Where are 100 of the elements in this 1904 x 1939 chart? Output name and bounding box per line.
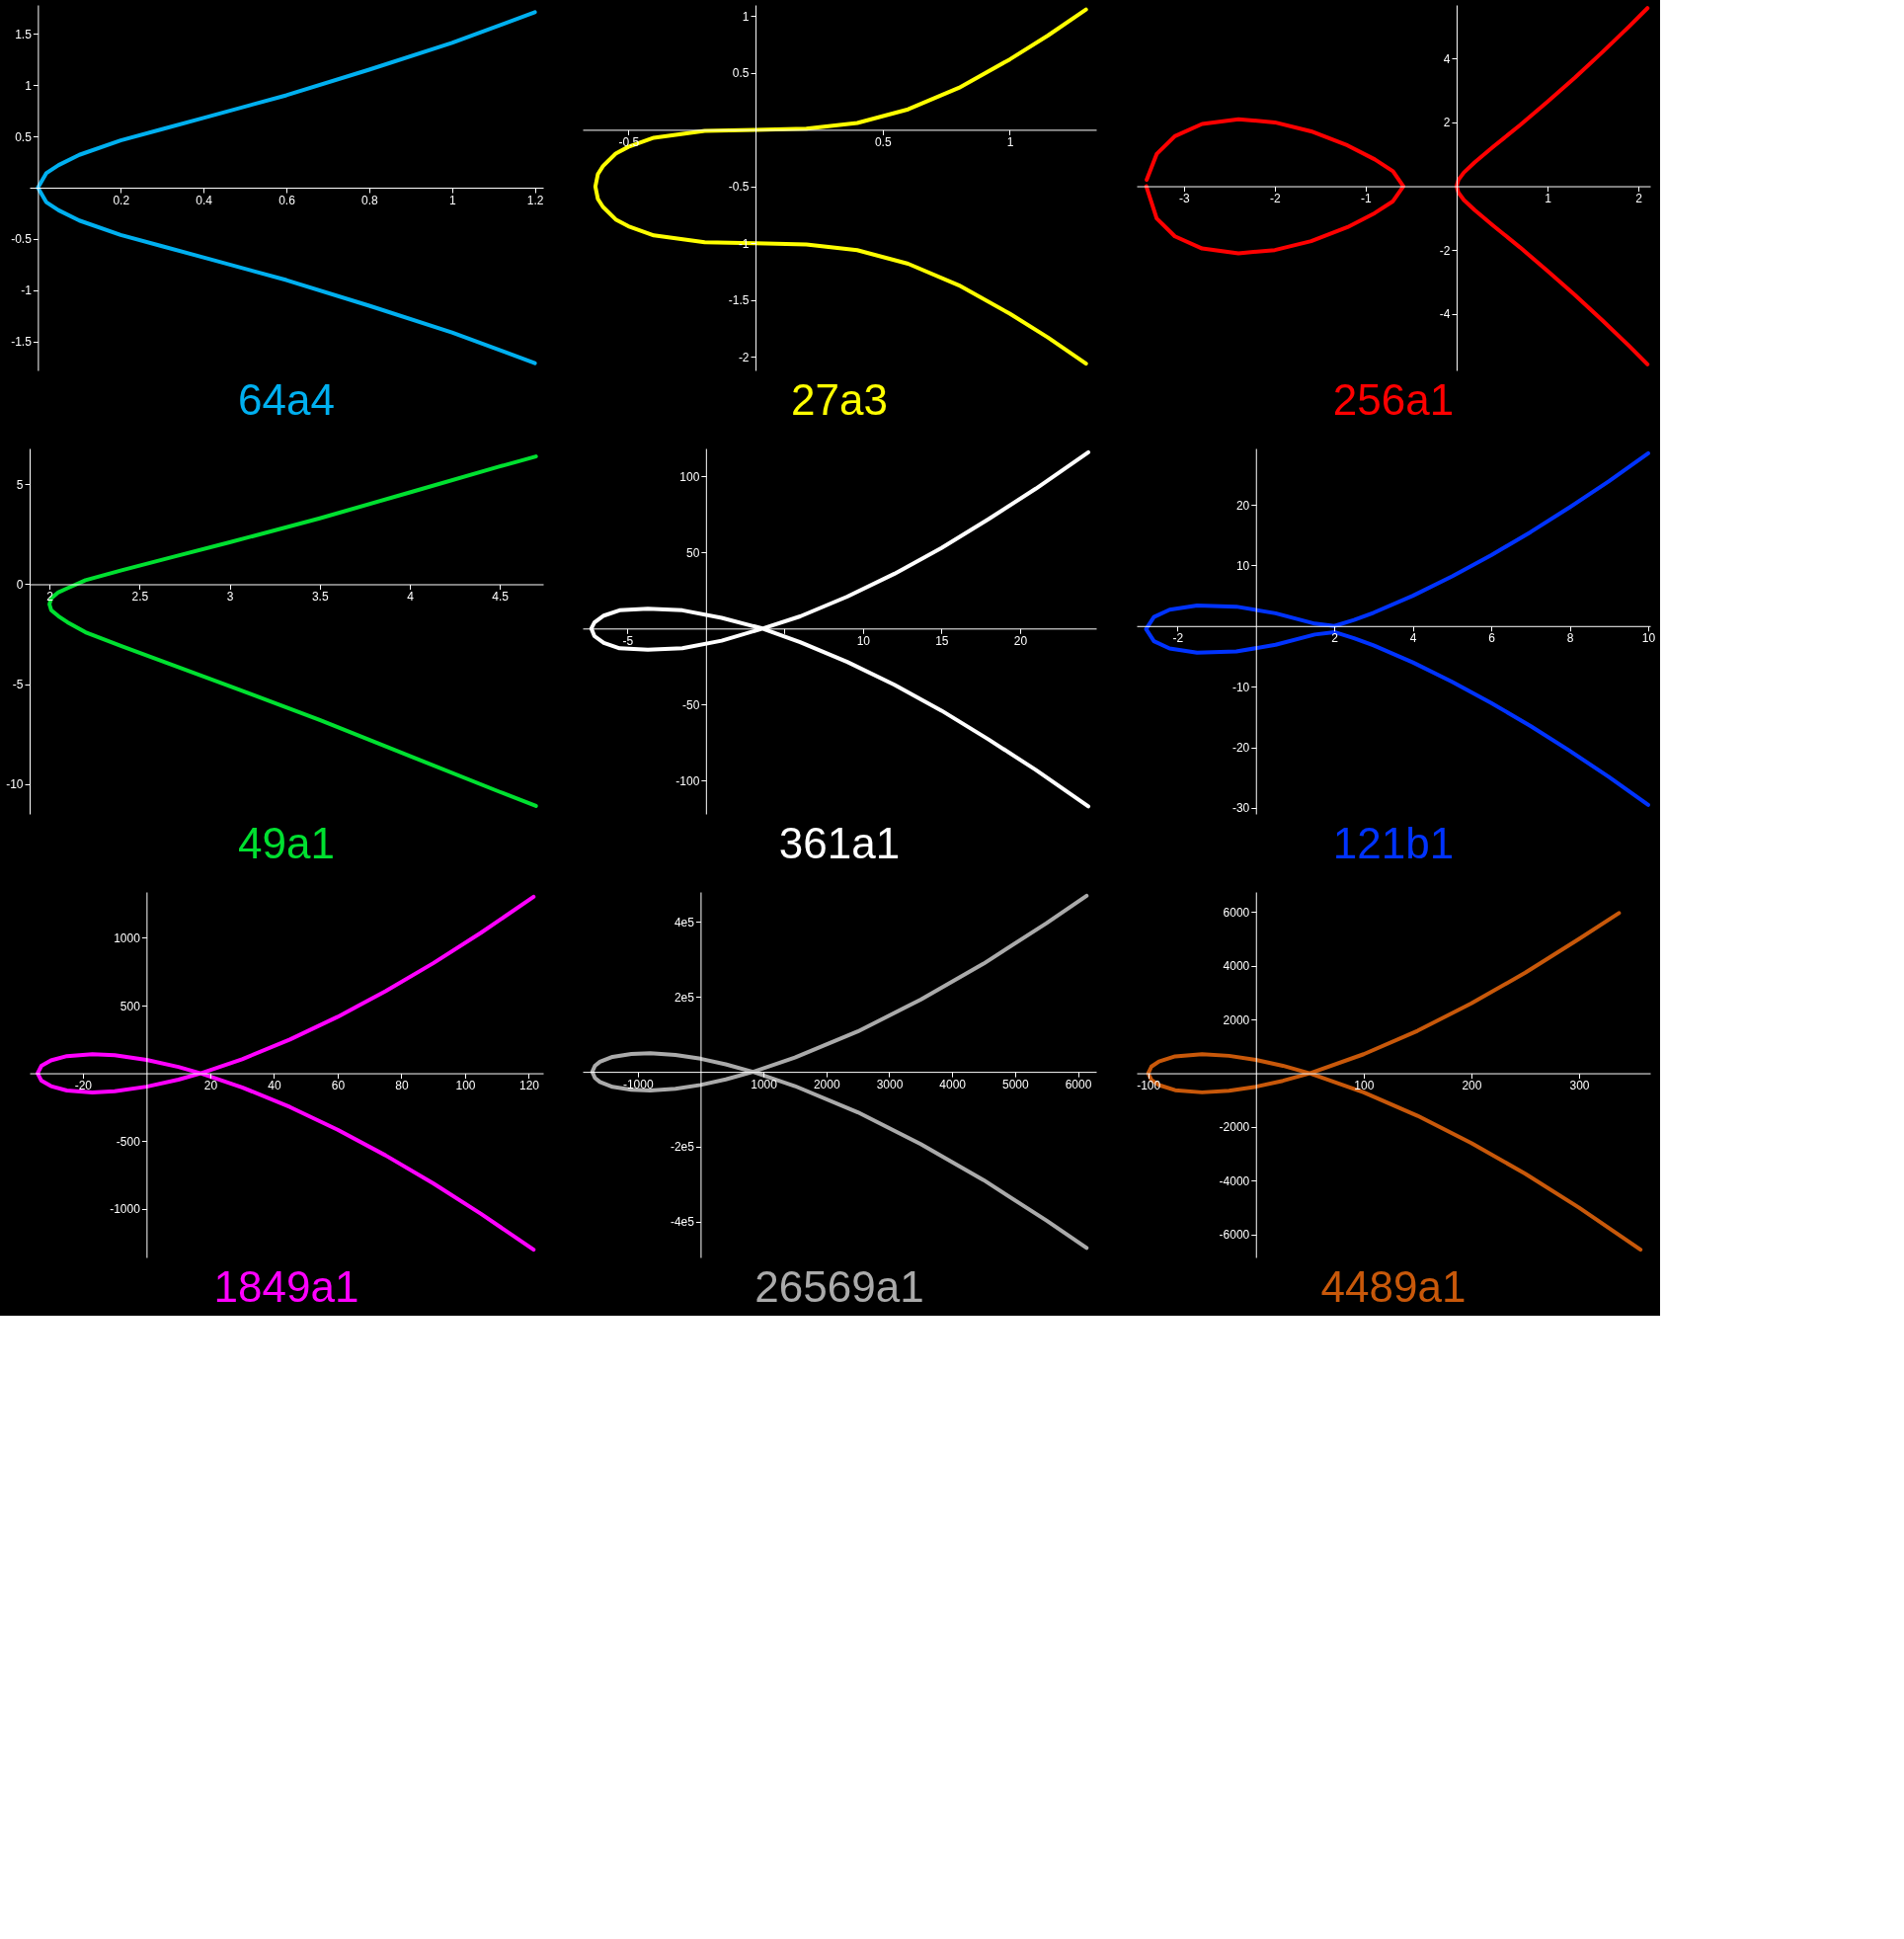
- y-tick-label: 1: [742, 9, 750, 24]
- y-tick-label: -2000: [1219, 1120, 1250, 1135]
- y-tick-label: 4: [1443, 51, 1451, 66]
- y-tick-label: 4000: [1223, 959, 1250, 974]
- x-tick-label: 8: [1566, 631, 1574, 646]
- y-tick-label: -2e5: [670, 1140, 695, 1155]
- x-tick-label: 0.8: [361, 193, 379, 207]
- x-tick-label: 4: [407, 589, 415, 604]
- text: 27a3: [791, 375, 888, 424]
- x-tick-label: -2: [1270, 192, 1282, 206]
- x-tick-label: 0.6: [278, 193, 296, 207]
- y-tick-label: -10: [6, 777, 24, 792]
- x-tick-label: 10: [856, 633, 871, 648]
- text: 256a1: [1332, 375, 1455, 424]
- y-tick-label: 1: [25, 78, 33, 93]
- y-tick-label: 20: [1235, 498, 1250, 513]
- x-tick-label: 6: [1488, 631, 1496, 646]
- y-tick-label: 2: [1443, 116, 1451, 130]
- x-tick-label: 10: [1641, 631, 1656, 646]
- x-tick-label: -5: [622, 633, 634, 648]
- x-tick-label: 0.2: [113, 193, 130, 207]
- y-tick-label: 2e5: [674, 990, 695, 1005]
- x-tick-label: 20: [203, 1079, 218, 1093]
- y-tick-label: -2: [1439, 243, 1451, 258]
- x-tick-label: 40: [268, 1079, 281, 1093]
- y-tick-label: 0: [16, 577, 24, 592]
- text: 121b1: [1332, 819, 1455, 867]
- y-tick-label: -4000: [1219, 1173, 1250, 1188]
- y-tick-label: 500: [119, 999, 141, 1013]
- x-tick-label: 3.5: [311, 589, 329, 604]
- x-tick-label: -3: [1179, 192, 1191, 206]
- x-tick-label: 1: [1545, 192, 1552, 206]
- x-tick-label: 2: [46, 589, 54, 604]
- x-tick-label: -100: [1137, 1079, 1161, 1093]
- text: 49a1: [238, 819, 335, 867]
- y-tick-label: 1000: [114, 930, 141, 945]
- x-tick-label: 4.5: [492, 589, 510, 604]
- x-tick-label: -1: [1361, 192, 1373, 206]
- x-tick-label: 100: [1354, 1079, 1375, 1093]
- y-tick-label: -1.5: [728, 293, 750, 308]
- y-tick-label: -10: [1231, 680, 1250, 694]
- x-tick-label: 1000: [751, 1077, 778, 1091]
- text: 1849a1: [213, 1262, 359, 1311]
- x-tick-label: 300: [1569, 1079, 1590, 1093]
- x-tick-label: 60: [331, 1079, 346, 1093]
- y-tick-label: 5: [16, 477, 24, 492]
- x-tick-label: -2: [1172, 631, 1184, 646]
- line-series: [1454, 6, 1650, 366]
- x-tick-label: 2.5: [131, 589, 149, 604]
- line-series: [590, 893, 1089, 1251]
- text: 64a4: [238, 375, 335, 424]
- x-tick-label: 80: [395, 1079, 409, 1093]
- y-tick-label: -5: [12, 678, 24, 692]
- y-tick-label: -4e5: [670, 1215, 695, 1230]
- y-tick-label: -0.5: [11, 232, 33, 247]
- x-tick-label: -1000: [622, 1077, 654, 1091]
- y-tick-label: -1.5: [11, 335, 33, 350]
- x-tick-label: 200: [1462, 1079, 1482, 1093]
- y-tick-label: 6000: [1223, 905, 1250, 920]
- x-tick-label: 20: [1013, 633, 1028, 648]
- y-tick-label: 0.5: [732, 66, 750, 81]
- line-series: [47, 454, 538, 808]
- x-tick-label: 4000: [939, 1077, 967, 1091]
- x-tick-label: 0.5: [874, 134, 892, 149]
- x-tick-label: 100: [455, 1079, 476, 1093]
- y-tick-label: 50: [685, 545, 700, 560]
- y-tick-label: -100: [675, 773, 700, 788]
- y-tick-label: -6000: [1219, 1228, 1250, 1243]
- x-tick-label: 3: [226, 589, 234, 604]
- y-tick-label: 10: [1235, 558, 1250, 573]
- y-tick-label: -1000: [110, 1202, 141, 1217]
- x-tick-label: 1: [448, 193, 456, 207]
- y-tick-label: -500: [116, 1134, 141, 1149]
- text: 4489a1: [1320, 1262, 1467, 1311]
- x-tick-label: 0.4: [196, 193, 213, 207]
- x-tick-label: 15: [935, 633, 949, 648]
- y-tick-label: 4e5: [674, 915, 695, 929]
- x-tick-label: 2: [1635, 192, 1643, 206]
- x-tick-label: 1.2: [526, 193, 544, 207]
- x-tick-label: 6000: [1065, 1077, 1092, 1091]
- y-tick-label: -50: [681, 697, 700, 712]
- x-tick-label: 4: [1409, 631, 1417, 646]
- y-tick-label: -2: [738, 350, 750, 364]
- x-tick-label: 2: [1331, 631, 1339, 646]
- y-tick-label: -30: [1231, 801, 1250, 816]
- y-tick-label: 2000: [1223, 1012, 1250, 1027]
- y-tick-label: -0.5: [728, 180, 750, 195]
- x-tick-label: 120: [518, 1079, 540, 1093]
- y-tick-label: -20: [1231, 741, 1250, 755]
- x-tick-label: 3000: [876, 1077, 904, 1091]
- x-tick-label: -20: [74, 1079, 93, 1093]
- text: 361a1: [778, 819, 901, 867]
- x-tick-label: 5000: [1001, 1077, 1030, 1091]
- x-tick-label: 1: [1006, 134, 1014, 149]
- text: 26569a1: [754, 1262, 924, 1311]
- line-series: [593, 7, 1088, 366]
- line-series: [1144, 117, 1406, 256]
- y-tick-label: 1.5: [15, 27, 33, 41]
- y-tick-label: -4: [1439, 307, 1451, 322]
- x-tick-label: 2000: [813, 1077, 840, 1091]
